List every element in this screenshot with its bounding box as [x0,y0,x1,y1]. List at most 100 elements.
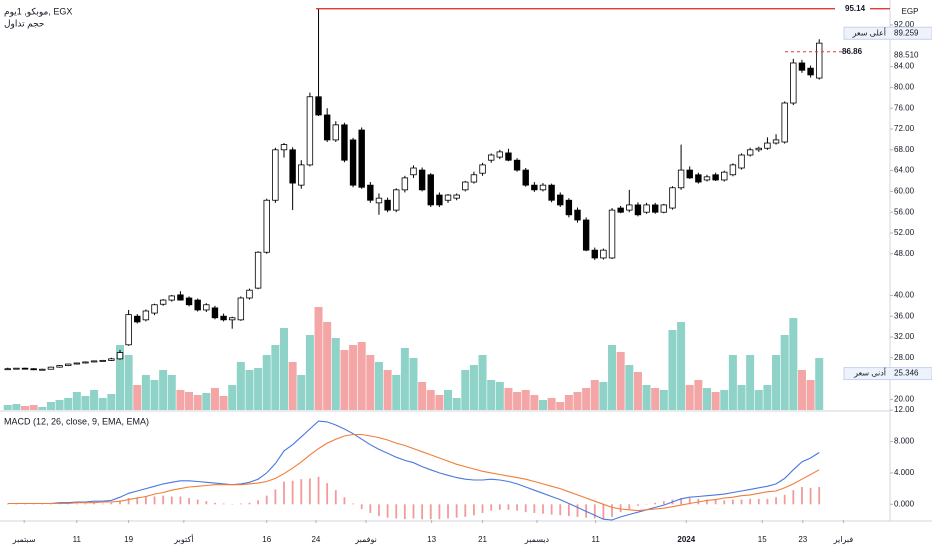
y-tick-label: 40.00 [894,291,915,300]
candle-body [367,184,374,201]
x-tick-label: 19 [124,535,133,544]
volume-bar [193,395,202,410]
volume-bar [487,380,496,410]
candle-body [651,204,659,213]
candle-body [384,199,391,211]
volume-bar [133,385,142,410]
volume-bar [167,375,176,410]
x-tick-label: 2024 [677,535,695,544]
macd-histogram-bar [602,504,605,520]
macd-histogram-bar [740,499,743,505]
volume-bar [789,318,798,410]
volume-bar [236,362,245,410]
y-tick-label: 56.00 [894,207,915,216]
macd-label: MACD (12, 26, close, 9, EMA, EMA) [4,416,149,426]
macd-histogram-bar [731,499,734,505]
macd-histogram-bar [395,504,398,519]
candle-body [280,144,288,151]
candle-body [487,154,495,161]
x-tick-label: 15 [758,535,767,544]
price-tag-name: أدنى سعر [853,368,886,378]
candle-body [695,174,702,183]
volume-bar [728,355,737,410]
x-tick-label: فبراير [833,535,854,544]
volume-bar [219,396,228,410]
volume-bar [815,358,824,410]
candle-body [418,169,426,191]
macd-histogram-bar [464,504,467,517]
candle-body [470,174,478,183]
candle-body [108,358,115,361]
candle-body [643,204,650,213]
macd-histogram-bar [352,503,354,505]
candle-body [496,151,504,158]
candle-body [677,169,685,189]
volume-bar [64,398,73,410]
macd-histogram-bar [429,504,432,520]
macd-histogram-bar [775,497,777,505]
y-tick-label: 28.00 [894,353,915,362]
macd-histogram-bar [481,504,484,513]
volume-bar [564,395,573,410]
macd-histogram-bar [222,503,225,505]
level-label: 86.86 [842,47,863,56]
y-tick-label: 72.00 [894,124,915,133]
macd-histogram-bar [654,502,657,505]
candle-body [539,184,547,191]
macd-histogram-bar [248,502,251,505]
candle-body [220,315,227,321]
volume-bar [521,390,530,410]
volume-label: حجم تداول [4,18,44,29]
volume-bar [141,375,150,410]
volume-bar [746,355,755,410]
volume-bar [711,392,720,410]
candle-body [626,204,633,211]
macd-histogram-bar [542,504,544,514]
candle-body [660,204,668,213]
price-tag-name: أعلى سعر [851,27,886,37]
volume-bar [245,370,254,410]
candle-body [738,154,745,169]
volume-bar [720,390,729,410]
volume-bar [185,392,194,410]
macd-histogram-bar [403,504,406,520]
macd-histogram-bar [714,499,717,505]
volume-bar [573,392,582,410]
candle-body [142,310,150,321]
macd-histogram-bar [179,496,182,505]
candle-body [203,304,210,311]
volume-bar [21,406,30,410]
volume-bar [495,382,504,410]
x-tick-label: 24 [311,535,320,544]
volume-bar [3,405,12,410]
volume-bar [469,365,478,410]
volume-bar [29,405,38,410]
volume-bar [72,392,81,410]
y-tick-label: 84.00 [894,62,915,71]
volume-bar [271,345,280,410]
volume-bar [366,355,375,410]
candle-body [21,367,29,370]
candle-body [574,209,581,221]
candle-body [531,184,538,191]
candle-body [298,164,305,186]
candle-body [229,317,236,321]
volume-bar [538,400,547,410]
candle-body [358,129,365,188]
y-tick-label: 36.00 [894,311,915,320]
y-tick-label: 20.00 [894,395,915,404]
candle-body [289,149,296,184]
macd-histogram-bar [559,504,562,516]
macd-histogram-bar [801,487,803,505]
macd-histogram-bar [326,483,329,505]
candle-body [151,304,158,314]
candle-body [332,124,340,141]
x-tick-label: نوفمبر [354,535,377,544]
volume-bar [452,398,461,410]
macd-histogram-bar [110,502,113,505]
macd-histogram-bar [490,504,493,511]
volume-bar [772,355,781,410]
candle-body [557,194,564,206]
volume-bar [340,350,349,410]
